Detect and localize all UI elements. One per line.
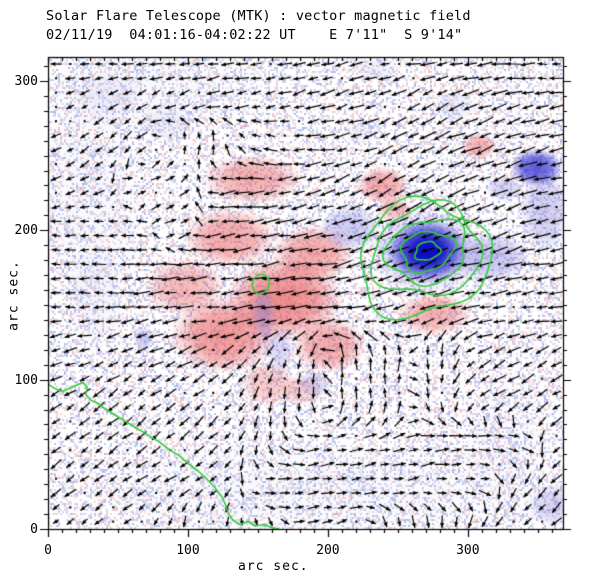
- y-tick-label: 300: [14, 73, 38, 89]
- x-axis-label: arc sec.: [238, 559, 309, 574]
- x-tick-label: 0: [44, 543, 52, 558]
- y-tick-label: 0: [30, 522, 38, 537]
- x-tick-label: 100: [176, 543, 200, 558]
- plot-subtitle: 02/11/19 04:01:16-04:02:22 UT E 7'11" S …: [46, 27, 463, 43]
- x-tick-label: 200: [316, 543, 340, 558]
- plot-title: Solar Flare Telescope (MTK) : vector mag…: [46, 8, 471, 24]
- y-axis-label: arc sec.: [6, 260, 22, 331]
- x-tick-label: 300: [456, 543, 480, 558]
- y-tick-label: 200: [14, 223, 38, 239]
- y-tick-label: 100: [14, 372, 38, 388]
